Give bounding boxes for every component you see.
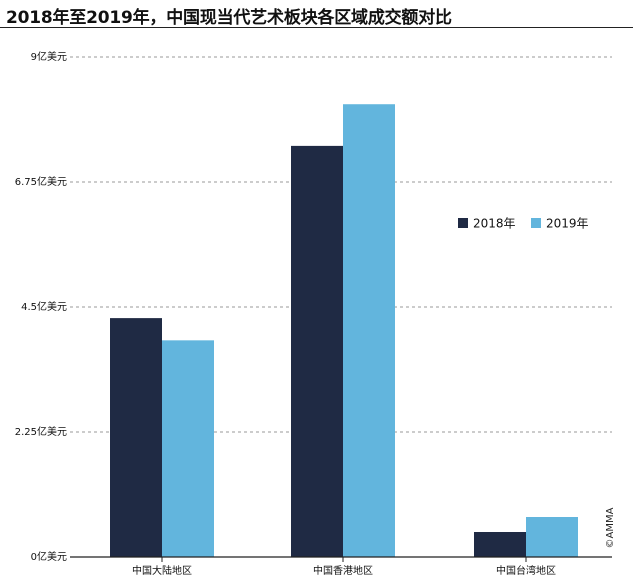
bar [474,532,526,557]
y-tick-label: 2.25亿美元 [15,425,67,438]
legend-label: 2018年 [473,217,516,231]
bar [162,340,214,557]
category-label: 中国香港地区 [313,564,373,577]
y-tick-label: 9亿美元 [31,50,67,63]
bar [291,145,343,557]
y-tick-label: 0亿美元 [31,550,67,563]
legend-swatch [531,218,541,228]
category-label: 中国大陆地区 [132,564,192,577]
chart-title: 2018年至2019年，中国现当代艺术板块各区域成交额对比 [6,8,452,28]
category-label: 中国台湾地区 [496,564,556,577]
bar [343,104,395,557]
title-rule [0,27,633,28]
legend: 2018年 2019年 [458,217,589,231]
legend-label: 2019年 [546,217,589,231]
credit-text: ©AMMA [605,507,616,548]
bar [526,517,578,557]
legend-swatch [458,218,468,228]
y-tick-label: 6.75亿美元 [15,175,67,188]
bar [110,318,162,557]
bar-layer [110,104,578,557]
y-tick-label: 4.5亿美元 [21,300,67,313]
